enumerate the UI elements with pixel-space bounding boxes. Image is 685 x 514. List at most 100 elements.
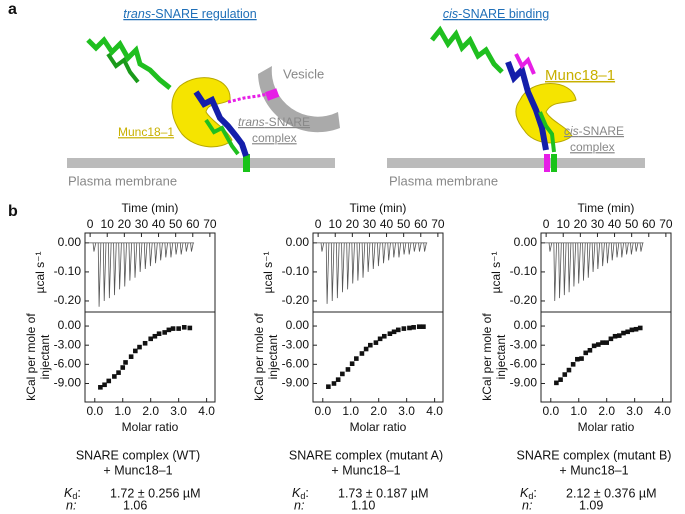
y-tick-label: -3.00 <box>282 337 310 351</box>
data-point <box>102 382 107 388</box>
protein-label: Munc18–1 <box>118 125 174 139</box>
y-axis-label: injectant <box>38 334 52 379</box>
sample-name: SNARE complex (mutant B) <box>517 448 672 462</box>
tmd <box>264 88 280 101</box>
data-point <box>156 331 162 337</box>
data-point <box>345 367 351 372</box>
y-tick-label: -0.20 <box>282 293 310 307</box>
x-tick-label: 0 <box>87 217 94 231</box>
injection-peak <box>185 242 189 252</box>
injection-peak <box>108 242 112 299</box>
data-point <box>579 356 584 361</box>
diagram-title: trans-SNARE regulation <box>123 7 256 21</box>
data-point <box>637 325 643 331</box>
data-point <box>616 333 622 338</box>
data-point <box>331 381 337 386</box>
x-tick-label: 60 <box>642 217 656 231</box>
n-label: n: <box>522 498 532 512</box>
kd-subscript: d <box>300 491 305 501</box>
n-value: 1.09 <box>579 498 603 512</box>
complex-label: complex <box>570 140 615 154</box>
y-tick-label: -3.00 <box>510 337 538 351</box>
injection-peak <box>377 242 381 267</box>
x-axis-label: Molar ratio <box>578 420 635 434</box>
data-point <box>123 360 128 365</box>
x-tick-label: 4.0 <box>426 404 443 418</box>
x-tick-label: 4.0 <box>198 404 215 418</box>
vesicle <box>258 66 340 133</box>
injection-peak <box>548 242 553 252</box>
injection-peak <box>159 242 163 261</box>
complex-italic: trans <box>238 115 265 129</box>
x-tick-label: 20 <box>574 217 588 231</box>
complex-italic: cis <box>564 124 579 138</box>
membrane <box>387 158 645 168</box>
x-tick-label: 2.0 <box>370 404 387 418</box>
complex-rest: -SNARE <box>579 124 624 138</box>
complex-rest: -SNARE <box>265 115 310 129</box>
x-tick-label: 10 <box>101 217 115 231</box>
y-tick-label: -3.00 <box>54 337 82 351</box>
helix <box>227 92 269 104</box>
injection-peak <box>366 242 371 272</box>
data-point <box>621 330 626 336</box>
x-tick-label: 1.0 <box>342 404 359 418</box>
data-point <box>112 374 117 379</box>
munc18 <box>171 77 233 148</box>
data-point <box>600 340 605 345</box>
helix <box>505 60 549 151</box>
data-point <box>187 325 193 331</box>
sample-name: SNARE complex (WT) <box>76 448 200 462</box>
title-rest: -SNARE binding <box>458 7 549 21</box>
data-point <box>625 329 630 335</box>
y-tick-label: 0.00 <box>514 235 538 249</box>
injection-peak <box>596 242 601 270</box>
tmd <box>551 154 557 172</box>
y-tick-label: -9.00 <box>54 376 82 390</box>
data-point <box>421 324 426 329</box>
title-italic: trans <box>123 7 151 21</box>
helix <box>106 52 140 84</box>
x-tick-label: 20 <box>118 217 132 231</box>
x-tick-label: 20 <box>346 217 360 231</box>
diagram-right: cis-SNARE binding Munc18–1 cis-SNARE com… <box>387 7 645 188</box>
data-point <box>98 385 103 390</box>
data-point <box>407 325 412 331</box>
injection-peak <box>179 242 184 255</box>
y-tick-label: 0.00 <box>58 235 82 249</box>
kd-symbol: K <box>64 486 73 500</box>
injection-peak <box>402 242 407 255</box>
data-point <box>411 325 416 330</box>
membrane <box>67 158 335 168</box>
x-tick-label: 4.0 <box>654 404 671 418</box>
kd-label: Kd: <box>292 486 309 501</box>
x-tick-label: 30 <box>135 217 149 231</box>
sample-name: + Munc18–1 <box>331 463 400 477</box>
x-tick-label: 0.0 <box>314 404 331 418</box>
plot-frame <box>84 311 216 403</box>
data-point <box>570 362 576 367</box>
tmd <box>243 154 250 172</box>
injection-peak <box>371 242 376 270</box>
y-axis-label: µcal s⁻¹ <box>489 252 503 294</box>
x-tick-label: 50 <box>625 217 639 231</box>
injection-peak <box>190 242 194 252</box>
data-point <box>558 377 563 382</box>
x-tick-label: 0 <box>543 217 550 231</box>
plot-frame <box>540 311 672 403</box>
protein-label: Munc18–1 <box>545 67 615 84</box>
data-point <box>604 340 609 345</box>
injection-peak <box>586 242 591 278</box>
y-tick-label: -6.00 <box>54 357 82 371</box>
helix <box>193 90 249 157</box>
injection-peak <box>174 242 179 255</box>
kd-value: 1.72 ± 0.256 µM <box>110 486 201 500</box>
tmd <box>544 154 550 172</box>
data-point <box>608 336 614 342</box>
data-point <box>148 336 153 342</box>
x-tick-label: 40 <box>608 217 622 231</box>
data-point <box>142 340 148 346</box>
injection-peak <box>634 242 639 252</box>
injection-peak <box>630 242 634 255</box>
injection-peak <box>423 242 427 252</box>
